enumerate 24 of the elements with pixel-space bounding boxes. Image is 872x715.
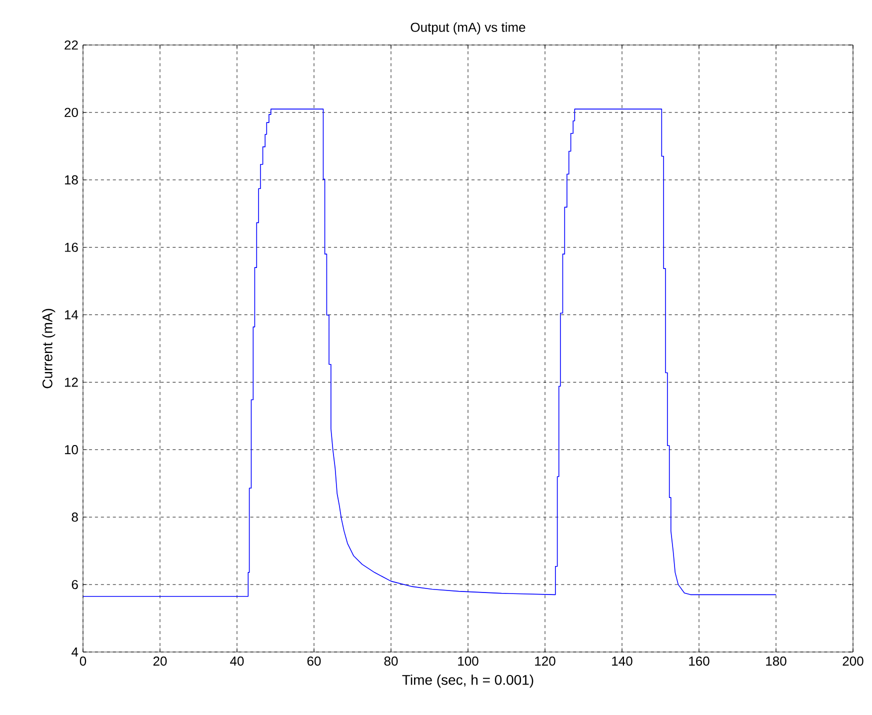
y-tick-label: 18: [64, 175, 78, 184]
y-tick-label: 20: [64, 108, 78, 118]
y-axis-title: Current (mA): [42, 308, 56, 388]
x-tick-label: 200: [842, 656, 864, 666]
chart-title: Output (mA) vs time: [410, 22, 526, 34]
y-tick-label: 4: [72, 648, 78, 656]
y-tick-label: 12: [64, 378, 78, 387]
x-tick-label: 60: [307, 656, 321, 666]
x-tick-label: 140: [612, 656, 632, 666]
y-tick-label: 16: [64, 242, 78, 252]
x-tick-label: 0: [80, 656, 86, 666]
y-tick-label: 14: [64, 310, 78, 320]
x-tick-label: 180: [766, 656, 786, 666]
x-tick-label: 80: [384, 656, 398, 666]
y-tick-label: 8: [72, 512, 78, 522]
x-tick-label: 160: [689, 656, 710, 666]
x-tick-label: 100: [458, 656, 478, 666]
x-tick-label: 120: [535, 656, 556, 666]
y-tick-label: 22: [64, 40, 78, 50]
y-tick-label: 10: [64, 445, 78, 454]
x-tick-label: 20: [153, 656, 167, 666]
x-axis-title: Time (sec, h = 0.001): [402, 674, 534, 688]
y-tick-label: 6: [72, 580, 78, 590]
x-tick-label: 40: [230, 656, 244, 666]
